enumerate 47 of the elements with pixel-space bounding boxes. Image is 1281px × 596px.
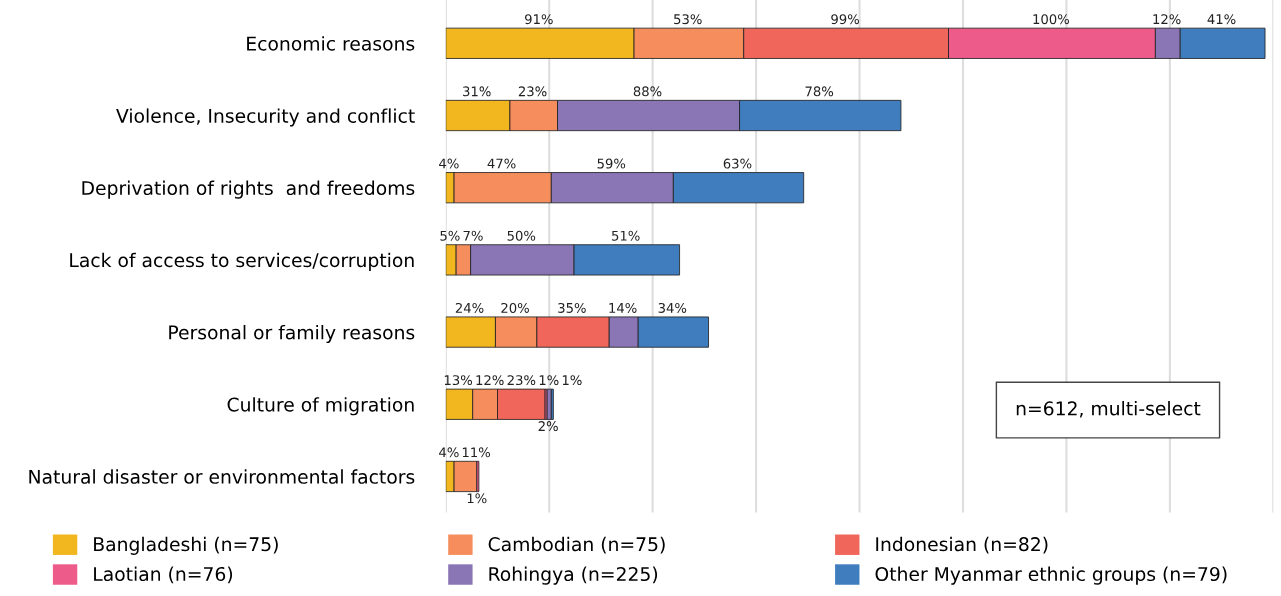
data-label: 12%	[476, 375, 504, 386]
data-label: 41%	[1207, 14, 1236, 25]
data-label: 23%	[507, 375, 536, 386]
y-tick-label: Violence, Insecurity and conflict	[116, 108, 415, 127]
data-label: 34%	[658, 302, 687, 313]
data-label: 1%	[562, 375, 582, 386]
data-label: 11%	[462, 447, 491, 458]
data-label: 7%	[463, 230, 483, 241]
y-tick-label: Natural disaster or environmental factors	[29, 469, 415, 484]
legend-label: Cambodian (n=75)	[488, 536, 665, 554]
legend-label: Bangladeshi (n=75)	[94, 536, 278, 555]
data-label: 63%	[723, 158, 752, 169]
y-tick-label: Lack of access to services/corruption	[70, 252, 414, 271]
data-label: 2%	[538, 421, 558, 432]
bar	[550, 388, 554, 420]
y-tick-label: Deprivation of rights and freedoms	[82, 180, 415, 199]
data-label: 78%	[805, 86, 834, 97]
data-label: 4%	[439, 447, 459, 458]
data-label: 31%	[463, 86, 491, 97]
data-label: 1%	[539, 375, 559, 386]
data-label: 23%	[518, 86, 547, 97]
data-label: 100%	[1033, 14, 1070, 25]
data-label: 20%	[501, 302, 529, 313]
y-tick-label: Personal or family reasons	[169, 324, 415, 344]
data-label: 13%	[444, 375, 473, 386]
data-label: 88%	[633, 86, 662, 97]
annotation: n=612, multi-select	[1016, 400, 1201, 418]
data-label: 53%	[674, 14, 702, 25]
data-label: 47%	[487, 158, 516, 169]
legend-label: Indonesian (n=82)	[876, 536, 1048, 554]
legend-label: Rohingya (n=225)	[489, 566, 658, 585]
data-label: 51%	[612, 230, 640, 241]
data-label: 35%	[558, 302, 586, 313]
data-label: 12%	[1153, 14, 1181, 25]
data-label: 14%	[609, 302, 637, 313]
data-label: 99%	[831, 14, 860, 25]
data-label: 5%	[440, 230, 460, 241]
y-tick-label: Culture of migration	[227, 397, 414, 416]
legend-label: Laotian (n=76)	[94, 566, 233, 584]
data-label: 4%	[439, 158, 459, 169]
data-label: 1%	[467, 493, 487, 504]
data-label: 91%	[525, 14, 553, 25]
y-tick-label: Economic reasons	[247, 36, 415, 51]
data-label: 59%	[597, 158, 626, 169]
data-label: 24%	[455, 302, 484, 313]
data-label: 50%	[507, 230, 536, 241]
legend-label: Other Myanmar ethnic groups (n=79)	[875, 566, 1227, 585]
